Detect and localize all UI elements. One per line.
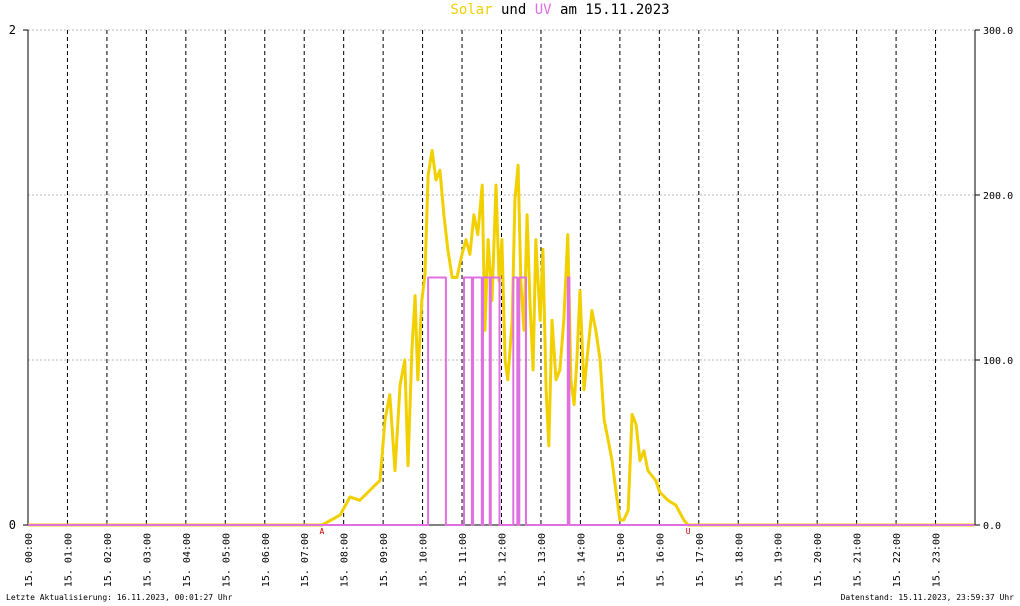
x-tick-label: 15. 01:00 — [63, 533, 74, 587]
footer-left: Letzte Aktualisierung: 16.11.2023, 00:01… — [6, 593, 233, 602]
annotation: U — [686, 527, 691, 536]
x-tick-label: 15. 03:00 — [142, 533, 153, 587]
x-tick-label: 15. 18:00 — [734, 533, 745, 587]
x-tick-label: 15. 08:00 — [340, 533, 351, 587]
chart-title: Solar und UV am 15.11.2023 — [450, 2, 669, 18]
annotation: A — [320, 527, 325, 536]
x-tick-label: 15. 12:00 — [498, 533, 509, 587]
x-tick-label: 15. 22:00 — [892, 533, 903, 587]
x-tick-label: 15. 19:00 — [774, 533, 785, 587]
x-tick-label: 15. 05:00 — [221, 533, 232, 587]
x-tick-label: 15. 04:00 — [182, 533, 193, 587]
x-tick-label: 15. 06:00 — [261, 533, 272, 587]
y2-tick-label: 100.0 — [983, 356, 1013, 367]
x-tick-label: 15. 11:00 — [458, 533, 469, 587]
y2-tick-label: 0.0 — [983, 521, 1001, 532]
x-tick-label: 15. 00:00 — [24, 533, 35, 587]
x-tick-label: 15. 16:00 — [655, 533, 666, 587]
title-uv: UV — [535, 2, 552, 18]
x-tick-label: 15. 07:00 — [300, 533, 311, 587]
x-tick-label: 15. 09:00 — [379, 533, 390, 587]
series-line — [28, 148, 975, 527]
y2-tick-label: 200.0 — [983, 191, 1013, 202]
x-tick-label: 15. 14:00 — [576, 533, 587, 587]
y-tick-label: 2 — [9, 23, 16, 37]
title-suffix: am 15.11.2023 — [560, 2, 670, 18]
footer-right: Datenstand: 15.11.2023, 23:59:37 Uhr — [841, 593, 1015, 602]
x-tick-label: 15. 02:00 — [103, 533, 114, 587]
x-tick-label: 15. 13:00 — [537, 533, 548, 587]
y2-tick-label: 300.0 — [983, 26, 1013, 37]
x-tick-label: 15. 21:00 — [853, 533, 864, 587]
series-line — [28, 276, 975, 526]
title-solar: Solar — [450, 2, 492, 18]
x-tick-label: 15. 15:00 — [616, 533, 627, 587]
x-tick-label: 15. 17:00 — [695, 533, 706, 587]
x-tick-label: 15. 10:00 — [419, 533, 430, 587]
title-joiner: und — [501, 2, 526, 18]
y-tick-label: 0 — [9, 518, 16, 532]
x-tick-label: 15. 23:00 — [932, 533, 943, 587]
x-tick-label: 15. 20:00 — [813, 533, 824, 587]
